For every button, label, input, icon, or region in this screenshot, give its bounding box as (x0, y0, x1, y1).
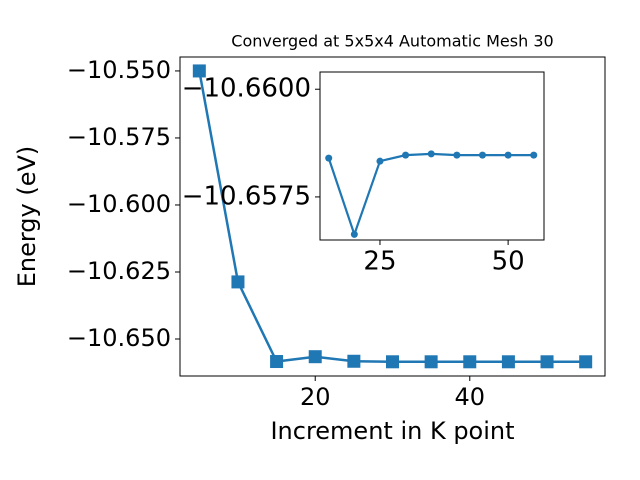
data-point (463, 355, 477, 369)
y-tick-label: −10.575 (67, 123, 171, 151)
x-tick-label: 40 (454, 383, 485, 411)
data-point (347, 354, 361, 368)
data-point (270, 355, 284, 369)
y-tick-label: −10.6600 (182, 74, 311, 104)
data-point (530, 151, 538, 159)
axes-frame (319, 71, 545, 241)
data-point (350, 230, 358, 238)
data-point (386, 355, 399, 369)
data-point (579, 355, 593, 369)
data-point (231, 275, 245, 289)
data-point (501, 355, 515, 369)
data-point (325, 154, 333, 162)
data-point (504, 151, 512, 159)
data-point (540, 355, 554, 369)
y-tick-label: −10.6575 (182, 181, 311, 211)
axes-frame (179, 56, 606, 377)
data-point (478, 151, 486, 159)
y-tick-label: −10.650 (67, 324, 171, 352)
y-tick-label: −10.625 (67, 257, 171, 285)
chart-title: Converged at 5x5x4 Automatic Mesh 30 (231, 32, 553, 51)
data-point (427, 150, 435, 158)
data-point (424, 355, 438, 369)
x-tick-label: 20 (300, 383, 331, 411)
data-point (376, 157, 384, 165)
y-axis-label: Energy (eV) (13, 146, 41, 288)
x-tick-label: 50 (492, 247, 525, 277)
x-tick-label: 25 (363, 247, 396, 277)
x-axis-label: Increment in K point (270, 417, 514, 445)
data-point (308, 350, 322, 364)
data-point (192, 64, 206, 78)
y-tick-label: −10.600 (67, 190, 171, 218)
data-point (402, 151, 410, 159)
data-point (453, 151, 461, 159)
y-tick-label: −10.550 (67, 56, 171, 84)
